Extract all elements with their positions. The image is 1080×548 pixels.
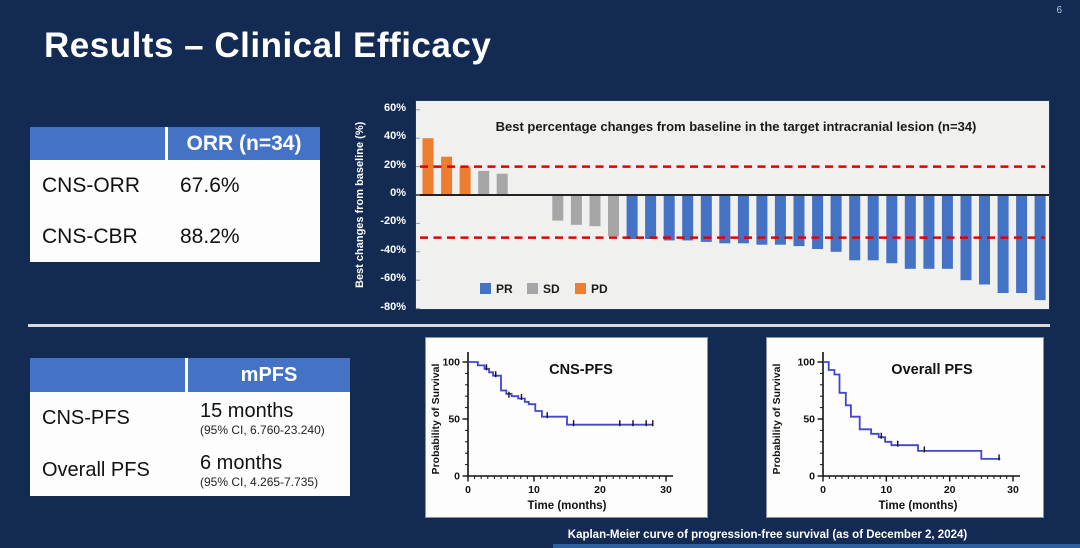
waterfall-y-tick-label: 40% (383, 130, 406, 143)
waterfall-y-tick-label: 60% (383, 101, 406, 114)
legend-swatch-sd (527, 283, 538, 294)
km-x-tick-label: 10 (528, 484, 540, 496)
orr-table-row-value: 67.6% (180, 173, 240, 197)
km-y-tick-label: 100 (442, 357, 460, 369)
km-panel-cns-pfs: 0 50 100 0 10 20 30 CNS-PFS Time (months) Probabi… (425, 337, 708, 518)
waterfall-y-tick-label: 0% (390, 187, 406, 199)
legend-label-pd: PD (591, 282, 608, 296)
waterfall-bar (589, 195, 601, 227)
km-x-tick-label: 0 (465, 484, 471, 496)
waterfall-y-tick-labels: 60% 40% 20% 0% -20% -40% -60% -80% (366, 100, 410, 313)
km-x-axis-label: Time (months) (878, 500, 957, 512)
waterfall-bar (867, 195, 879, 261)
mpfs-table-row-label: CNS-PFS (42, 407, 130, 429)
waterfall-bar (719, 195, 731, 244)
waterfall-bar (645, 195, 657, 239)
waterfall-bar (496, 173, 508, 195)
legend-swatch-pr (480, 283, 491, 294)
waterfall-y-tick-label: -20% (380, 215, 406, 228)
orr-table-header-blank (30, 127, 168, 160)
waterfall-bar (1016, 195, 1028, 293)
waterfall-bar (886, 195, 898, 264)
km-title: Overall PFS (891, 362, 973, 378)
km-y-axis-label: Probability of Survival (430, 363, 442, 474)
waterfall-bar (904, 195, 916, 269)
waterfall-y-tick-label: -80% (380, 300, 406, 313)
legend-swatch-pd (575, 283, 586, 294)
km-chart-overall-pfs: 0 50 100 0 10 20 30 Overall PFS Time (months) Pro… (771, 352, 1020, 512)
waterfall-bar (552, 195, 564, 221)
waterfall-bar (478, 170, 490, 195)
km-panel-overall-pfs: 0 50 100 0 10 20 30 Overall PFS Time (months) Pro… (766, 337, 1044, 518)
mpfs-table-header: mPFS (188, 358, 350, 392)
waterfall-bar (941, 195, 953, 269)
waterfall-bar (608, 195, 619, 237)
km-x-tick-label: 0 (820, 484, 826, 496)
mpfs-table-row-label: Overall PFS (42, 459, 150, 481)
km-x-tick-label: 20 (944, 484, 956, 496)
waterfall-title: Best percentage changes from baseline in… (496, 119, 977, 134)
waterfall-bar (979, 195, 990, 285)
km-x-axis-label: Time (months) (527, 500, 606, 512)
mpfs-table: mPFS CNS-PFS 15 months (95% CI, 6.760-23.… (30, 358, 350, 496)
waterfall-bar (923, 195, 935, 269)
figure-caption: Kaplan-Meier curve of progression-free s… (567, 529, 968, 541)
section-divider (28, 324, 1050, 327)
waterfall-bar (441, 156, 453, 195)
mpfs-table-row-value: 6 months (95% CI, 4.265-7.735) (200, 451, 319, 489)
km-title: CNS-PFS (549, 362, 613, 378)
waterfall-bar (812, 195, 824, 249)
km-x-tick-label: 30 (1007, 484, 1019, 496)
orr-table-row-value: 88.2% (180, 224, 240, 248)
waterfall-y-tick-label: -60% (380, 272, 406, 285)
waterfall-bar (997, 195, 1009, 293)
waterfall-y-tick-label: 20% (383, 158, 406, 171)
waterfall-bar (1034, 195, 1046, 301)
km-x-tick-label: 10 (880, 484, 892, 496)
legend-label-pr: PR (496, 282, 513, 296)
slide-title: Results – Clinical Efficacy (44, 26, 492, 65)
km-y-tick-label: 100 (797, 357, 815, 369)
waterfall-bar (459, 166, 471, 195)
page-number: 6 (1056, 5, 1062, 16)
km-x-tick-label: 20 (594, 484, 606, 496)
waterfall-bar (756, 195, 768, 245)
km-x-tick-label: 30 (660, 484, 672, 496)
waterfall-bar (682, 195, 694, 241)
waterfall-chart-panel: Best percentage changes from baseline in… (415, 100, 1050, 310)
waterfall-chart: Best percentage changes from baseline in… (416, 109, 1049, 310)
waterfall-bar (849, 195, 861, 261)
mpfs-table-header-blank (30, 358, 188, 392)
km-y-tick-label: 50 (448, 414, 460, 426)
waterfall-bar (700, 195, 712, 242)
legend-label-sd: SD (543, 282, 560, 296)
waterfall-bar (626, 195, 638, 239)
waterfall-y-tick-label: -40% (380, 243, 406, 256)
waterfall-bar (793, 195, 805, 247)
waterfall-bar (774, 195, 786, 245)
orr-table-row-label: CNS-CBR (42, 224, 138, 248)
mpfs-table-row-value: 15 months (95% CI, 6.760-23.240) (200, 399, 325, 437)
waterfall-bar (737, 195, 749, 244)
km-y-tick-label: 0 (809, 471, 815, 483)
km-y-tick-label: 0 (454, 471, 460, 483)
km-y-tick-label: 50 (803, 414, 815, 426)
waterfall-bar (663, 195, 675, 241)
orr-table: ORR (n=34) CNS-ORR 67.6% CNS-CBR 88.2% (30, 127, 320, 262)
waterfall-bar (830, 195, 842, 252)
waterfall-bar (570, 195, 582, 225)
orr-table-header: ORR (n=34) (168, 127, 320, 160)
bottom-accent-strip (553, 544, 1080, 548)
km-y-axis-label: Probability of Survival (771, 363, 783, 474)
km-survival-curve (823, 361, 1001, 460)
orr-table-row-label: CNS-ORR (42, 173, 140, 197)
km-chart-cns-pfs: 0 50 100 0 10 20 30 CNS-PFS Time (months) Probabi… (430, 352, 673, 512)
